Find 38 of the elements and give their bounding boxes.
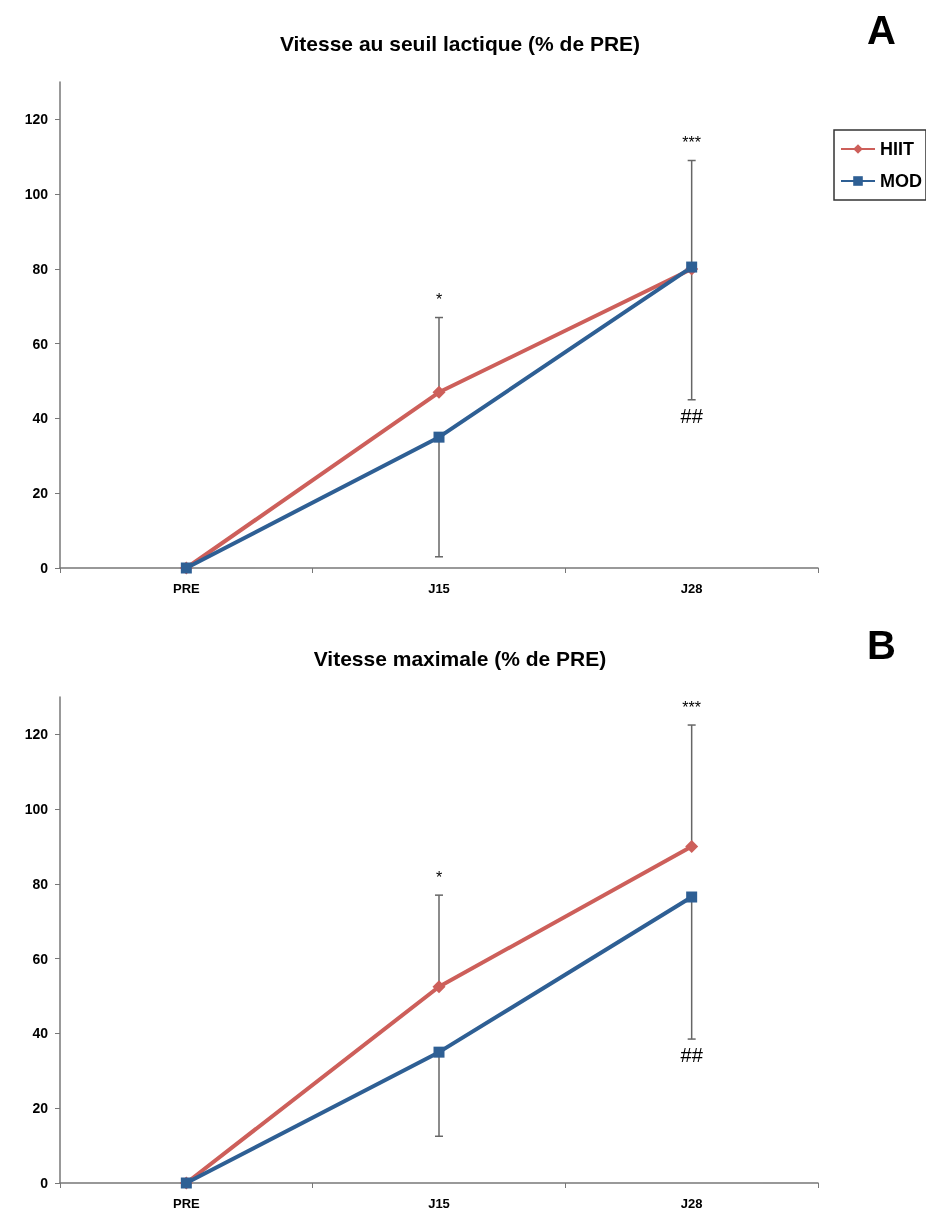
x-tick-label: J28 — [680, 1196, 703, 1211]
x-tick-label: PRE — [172, 1196, 201, 1211]
legend-label: HIIT — [880, 139, 915, 159]
y-tick-label: 100 — [24, 801, 49, 818]
point — [433, 431, 445, 443]
x-tick-label: PRE — [172, 581, 201, 596]
x-tick-label: J15 — [428, 581, 450, 596]
point — [686, 891, 698, 903]
y-tick-label: 0 — [40, 560, 49, 576]
point — [432, 385, 446, 399]
annotation: * — [435, 868, 443, 886]
y-tick-label: 60 — [32, 950, 49, 967]
y-tick-label: 60 — [32, 335, 49, 352]
y-tick-label: 80 — [32, 875, 49, 892]
annotation: * — [435, 291, 443, 309]
point — [433, 1046, 445, 1058]
annotation: ## — [680, 404, 704, 427]
y-tick-label: 100 — [24, 186, 49, 203]
y-tick-label: 0 — [40, 1175, 49, 1191]
y-tick-label: 20 — [32, 1100, 49, 1117]
y-tick-label: 120 — [24, 726, 49, 743]
chart-title: Vitesse au seuil lactique (% de PRE) — [279, 32, 641, 55]
annotation: *** — [682, 698, 702, 716]
y-tick-label: 120 — [24, 111, 49, 128]
x-tick-label: J15 — [428, 1196, 450, 1211]
legend-label: MOD — [880, 171, 923, 191]
annotation: *** — [682, 134, 702, 152]
chart-title: Vitesse maximale (% de PRE) — [313, 647, 607, 670]
x-tick-label: J28 — [680, 581, 703, 596]
annotation: ## — [680, 1044, 704, 1067]
text: A — [867, 8, 896, 52]
text: B — [867, 623, 896, 667]
point — [685, 840, 699, 854]
y-tick-label: 40 — [32, 410, 49, 427]
point — [432, 980, 446, 994]
y-tick-label: 20 — [32, 485, 49, 502]
y-tick-label: 40 — [32, 1025, 49, 1042]
y-tick-label: 80 — [32, 260, 49, 277]
